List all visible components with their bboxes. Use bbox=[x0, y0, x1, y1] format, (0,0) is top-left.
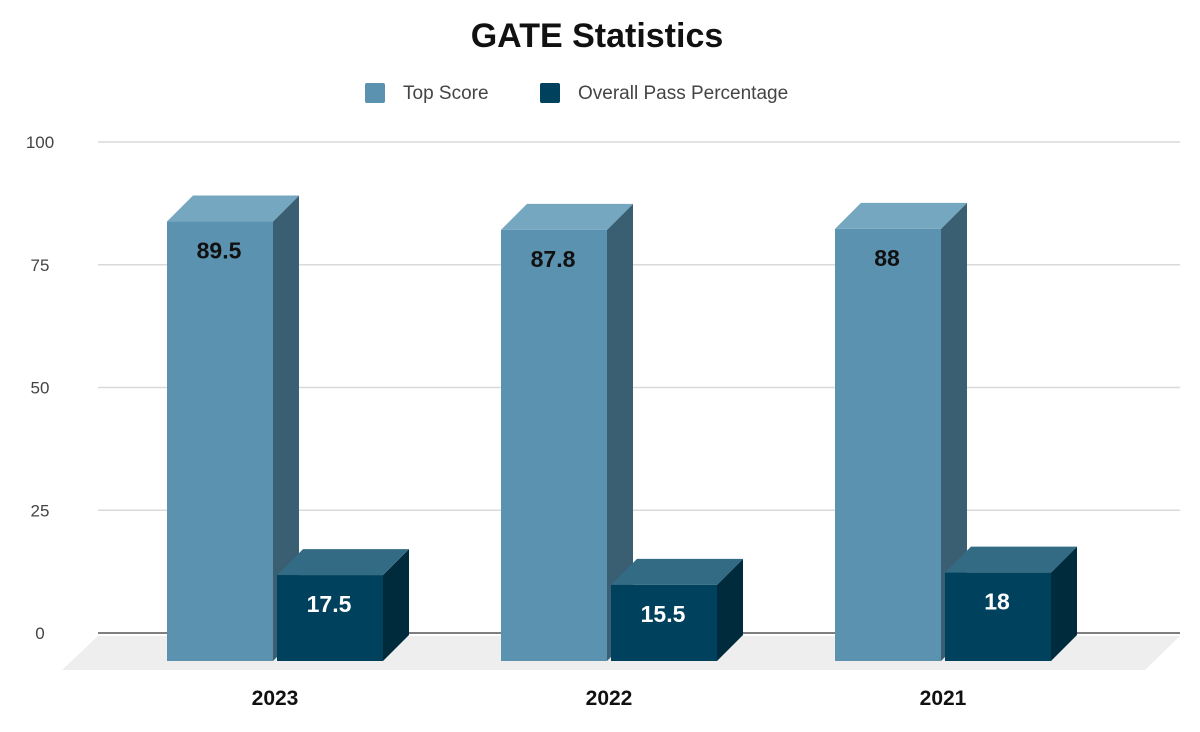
bar-top bbox=[167, 195, 299, 222]
bar-top bbox=[277, 549, 409, 576]
x-tick-label: 2021 bbox=[920, 687, 967, 710]
chart-title: GATE Statistics bbox=[471, 17, 724, 55]
bar: 17.5 bbox=[277, 549, 409, 661]
x-tick-label: 2022 bbox=[586, 687, 633, 710]
bar: 89.5 bbox=[167, 195, 299, 661]
data-label: 89.5 bbox=[197, 238, 242, 264]
bar-side bbox=[273, 195, 299, 661]
legend-swatch bbox=[365, 83, 385, 103]
bar-front bbox=[945, 572, 1051, 661]
bar-front bbox=[835, 228, 941, 662]
bar-top bbox=[611, 558, 743, 585]
legend-label: Overall Pass Percentage bbox=[578, 83, 788, 104]
y-tick-label: 0 bbox=[35, 624, 44, 643]
y-tick-label: 100 bbox=[26, 133, 54, 152]
bar-side bbox=[607, 203, 633, 662]
bar: 15.5 bbox=[611, 558, 743, 661]
bar-side bbox=[941, 202, 967, 662]
legend-swatch bbox=[540, 83, 560, 103]
bar-top bbox=[835, 202, 967, 229]
legend: Top Score Overall Pass Percentage bbox=[365, 83, 788, 104]
y-tick-label: 50 bbox=[31, 379, 50, 398]
bar: 18 bbox=[945, 546, 1077, 661]
bar-front bbox=[167, 221, 273, 661]
data-label: 18 bbox=[984, 589, 1010, 615]
x-tick-label: 2023 bbox=[252, 687, 299, 710]
bar-front bbox=[611, 584, 717, 661]
bars: 89.5 17.5 87.8 15.5 88 18 bbox=[167, 195, 1077, 662]
y-tick-label: 75 bbox=[31, 256, 50, 275]
x-axis-labels: 2023 2022 2021 bbox=[252, 687, 967, 710]
bar-front bbox=[277, 575, 383, 661]
bar-side bbox=[383, 549, 409, 661]
bar-side bbox=[1051, 546, 1077, 661]
y-tick-label: 25 bbox=[31, 501, 50, 520]
bar: 87.8 bbox=[501, 203, 633, 662]
data-label: 88 bbox=[874, 245, 900, 271]
bar-side bbox=[717, 558, 743, 661]
bar-top bbox=[945, 546, 1077, 573]
data-label: 87.8 bbox=[531, 246, 576, 272]
bar: 88 bbox=[835, 202, 967, 662]
data-label: 17.5 bbox=[307, 591, 352, 617]
legend-label: Top Score bbox=[403, 83, 489, 104]
bar-front bbox=[501, 229, 607, 662]
data-label: 15.5 bbox=[641, 601, 686, 627]
bar-top bbox=[501, 203, 633, 230]
